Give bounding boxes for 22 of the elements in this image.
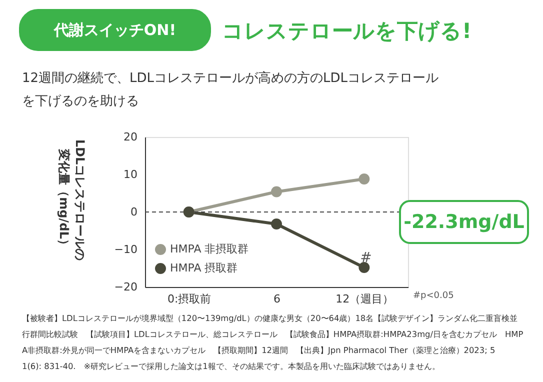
x-tick-label: 12（週目） [336, 292, 394, 306]
x-tick-label: 6 [274, 292, 280, 306]
point [271, 186, 282, 198]
point [271, 218, 282, 230]
y-tick-label: −10 [114, 243, 138, 256]
point [358, 174, 370, 184]
y-tick-label: 20 [124, 130, 138, 144]
y-tick-label: 10 [124, 168, 138, 181]
annotation: # [360, 250, 372, 266]
chart-title: コレステロールを下げる! [222, 19, 472, 43]
annotation: -22.3mg/dL [404, 211, 524, 233]
legend-label: HMPA 摂取群 [170, 262, 238, 274]
text: #p<0.05 [413, 291, 454, 301]
y-tick-label: −20 [114, 280, 138, 294]
y-axis-title: LDLコレステロールの変化量（mg/dL） [57, 139, 87, 261]
point [358, 262, 370, 273]
x-tick-label: 0:摂取前 [167, 292, 212, 306]
chart-subtitle: 12週間の継続で、LDLコレステロールが高めの方のLDLコレステロールを下げるのを助ける [22, 70, 439, 109]
text: 【被験者】LDLコレステロールが境界域型（120〜139mg/dL）の健康な男女（20〜64歳）18名【試験デザイン】ランダム化二重盲検並行群間比較試験 【試験項目】LDLコレステロール、総コレステロール 【試験食品】HMPA摂取群:HMPA23mg/日を含むカプセル HMPA非摂取群:外見が同一でHMPAを含まないカプセル 【摂取期間】12週間 【出典】Jpn Pharmacol Ther（薬理と治療）2023; 51(6): 831-40. ※研究レビューで採用した論文は1報で、その結果です。本製品を用いた臨床試験ではありません。 [22, 313, 524, 371]
y-tick-label: 0 [130, 206, 138, 218]
legend-label: HMPA 非摂取群 [170, 242, 249, 256]
text: 代謝スイッチON! [52, 21, 176, 39]
